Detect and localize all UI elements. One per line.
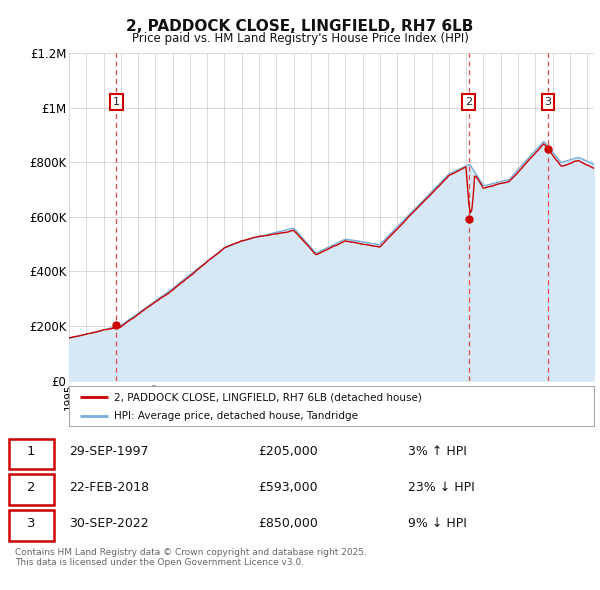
Text: 2: 2 <box>465 97 472 107</box>
FancyBboxPatch shape <box>9 474 54 504</box>
Text: 3: 3 <box>545 97 551 107</box>
Text: £593,000: £593,000 <box>258 481 317 494</box>
Text: 9% ↓ HPI: 9% ↓ HPI <box>408 517 467 530</box>
Text: 3% ↑ HPI: 3% ↑ HPI <box>408 445 467 458</box>
Text: Price paid vs. HM Land Registry's House Price Index (HPI): Price paid vs. HM Land Registry's House … <box>131 32 469 45</box>
Text: £850,000: £850,000 <box>258 517 318 530</box>
Text: 1: 1 <box>113 97 120 107</box>
FancyBboxPatch shape <box>9 510 54 540</box>
Text: 1: 1 <box>27 445 35 458</box>
Text: 29-SEP-1997: 29-SEP-1997 <box>69 445 149 458</box>
Text: 2, PADDOCK CLOSE, LINGFIELD, RH7 6LB: 2, PADDOCK CLOSE, LINGFIELD, RH7 6LB <box>127 19 473 34</box>
Text: 2, PADDOCK CLOSE, LINGFIELD, RH7 6LB (detached house): 2, PADDOCK CLOSE, LINGFIELD, RH7 6LB (de… <box>113 392 421 402</box>
Text: HPI: Average price, detached house, Tandridge: HPI: Average price, detached house, Tand… <box>113 411 358 421</box>
Text: Contains HM Land Registry data © Crown copyright and database right 2025.
This d: Contains HM Land Registry data © Crown c… <box>15 548 367 567</box>
Text: 3: 3 <box>27 517 35 530</box>
FancyBboxPatch shape <box>9 438 54 469</box>
Text: 23% ↓ HPI: 23% ↓ HPI <box>408 481 475 494</box>
Text: 30-SEP-2022: 30-SEP-2022 <box>69 517 149 530</box>
Text: 22-FEB-2018: 22-FEB-2018 <box>69 481 149 494</box>
Text: £205,000: £205,000 <box>258 445 318 458</box>
Text: 2: 2 <box>27 481 35 494</box>
